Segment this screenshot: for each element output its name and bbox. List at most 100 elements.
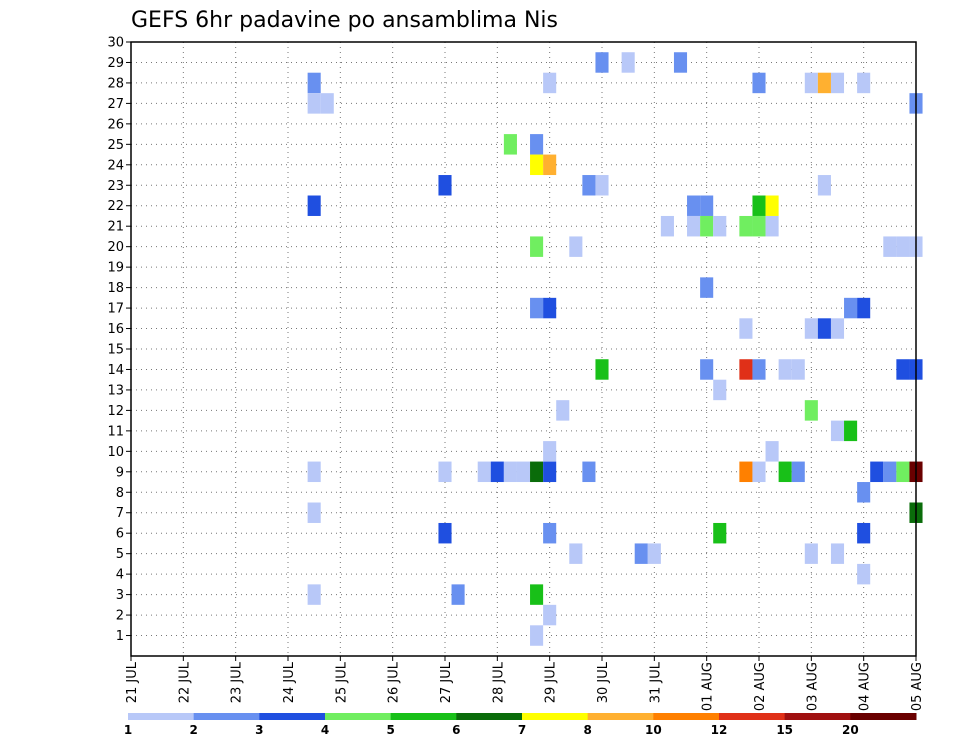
data-cell [700, 215, 714, 237]
colorbar-swatch [587, 713, 654, 720]
y-tick-label: 9 [116, 465, 124, 480]
colorbar-label: 12 [711, 723, 728, 737]
data-cell [817, 72, 831, 94]
data-cell [739, 215, 753, 237]
x-tick-label: 21 JUL [125, 661, 140, 703]
data-cell [307, 195, 321, 216]
data-cell [713, 215, 727, 237]
data-cell [765, 195, 779, 216]
colorbar-label: 3 [255, 723, 263, 737]
data-cell [543, 297, 557, 319]
data-cell [543, 604, 557, 626]
data-cell [752, 359, 766, 380]
data-cell [883, 461, 897, 483]
y-tick-label: 5 [116, 547, 124, 562]
data-cell [543, 441, 557, 462]
y-tick-label: 10 [107, 445, 124, 460]
x-tick-label: 01 AUG [701, 662, 716, 711]
y-tick-label: 1 [116, 629, 124, 644]
data-cell [778, 461, 792, 483]
colorbar-swatch [850, 713, 917, 720]
data-cell [530, 584, 544, 605]
y-axis-ticks: 1234567891011121314151617181920212223242… [107, 36, 131, 644]
data-cell [739, 318, 753, 339]
data-cell [530, 297, 544, 319]
colorbar-label: 2 [189, 723, 197, 737]
data-cell [752, 461, 766, 483]
y-tick-label: 20 [107, 240, 124, 255]
data-cell [582, 175, 596, 196]
data-cell [791, 359, 805, 380]
y-tick-label: 16 [107, 322, 124, 337]
x-tick-label: 31 JUL [648, 661, 663, 703]
data-cell [451, 584, 465, 605]
data-cell [438, 522, 452, 544]
data-cell [752, 72, 766, 94]
y-tick-label: 23 [107, 179, 124, 194]
data-cell [817, 318, 831, 339]
grid-lines [130, 41, 917, 656]
x-tick-label: 29 JUL [544, 661, 559, 703]
y-tick-label: 11 [107, 424, 124, 439]
data-cell [857, 72, 871, 94]
data-cell [713, 379, 727, 401]
y-tick-label: 4 [116, 568, 124, 583]
y-tick-label: 6 [116, 527, 124, 542]
data-cell [687, 215, 701, 237]
data-cell [530, 461, 544, 483]
data-cell [438, 461, 452, 483]
colorbar-swatch [653, 713, 720, 720]
data-cell [687, 195, 701, 216]
y-tick-label: 30 [107, 36, 124, 51]
data-cell [830, 543, 845, 564]
data-cell [503, 461, 517, 483]
data-cells [307, 52, 923, 646]
data-cell [621, 52, 635, 73]
data-cell [739, 359, 753, 380]
data-cell [595, 359, 609, 380]
x-tick-label: 24 JUL [282, 661, 297, 703]
data-cell [896, 461, 910, 483]
data-cell [765, 441, 779, 462]
x-tick-label: 25 JUL [334, 661, 349, 703]
colorbar-label: 10 [645, 723, 662, 737]
colorbar-label: 20 [842, 723, 859, 737]
data-cell [438, 175, 452, 196]
data-cell [595, 52, 609, 73]
data-cell [530, 625, 544, 646]
data-cell [844, 297, 858, 319]
data-cell [870, 461, 884, 483]
x-tick-label: 03 AUG [805, 662, 820, 711]
y-tick-label: 26 [107, 117, 124, 132]
colorbar: 1 2 3 4 5 6 7 8 10 12 15 20 [124, 713, 917, 737]
x-tick-label: 02 AUG [753, 662, 768, 711]
colorbar-swatch [193, 713, 260, 720]
colorbar-label: 5 [386, 723, 394, 737]
data-cell [883, 236, 897, 257]
data-cell [844, 420, 858, 442]
data-cell [543, 522, 557, 544]
data-cell [556, 400, 570, 421]
data-cell [569, 543, 583, 564]
data-cell [490, 461, 504, 483]
data-cell [307, 584, 321, 605]
colorbar-label: 8 [583, 723, 591, 737]
data-cell [778, 359, 792, 380]
colorbar-label: 4 [321, 723, 329, 737]
data-cell [804, 72, 818, 94]
data-cell [307, 72, 321, 94]
data-cell [543, 154, 557, 176]
data-cell [765, 215, 779, 237]
y-tick-label: 27 [107, 97, 124, 112]
data-cell [503, 134, 517, 155]
colorbar-swatch [784, 713, 851, 720]
y-tick-label: 14 [107, 363, 124, 378]
data-cell [817, 175, 831, 196]
data-cell [713, 522, 727, 544]
data-cell [307, 93, 321, 114]
data-cell [896, 236, 910, 257]
data-cell [804, 400, 818, 421]
y-tick-label: 2 [116, 609, 124, 624]
data-cell [530, 154, 544, 176]
